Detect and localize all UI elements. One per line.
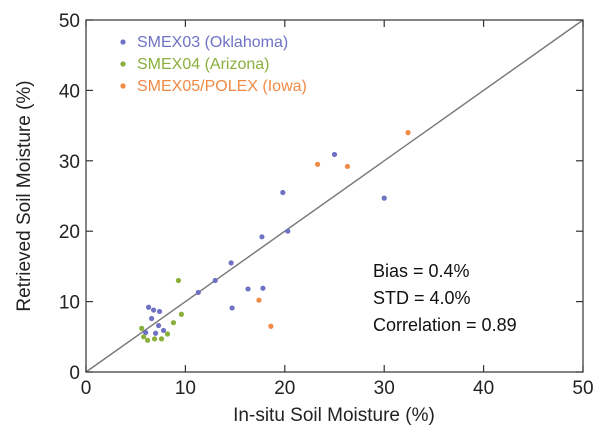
data-point-smex04: [151, 336, 158, 342]
data-point-smex03: [228, 260, 234, 266]
y-tick-label: 30: [59, 152, 80, 173]
one-to-one-line: [85, 19, 584, 373]
data-point-smex03: [285, 228, 291, 234]
y-tick-label: 10: [59, 293, 80, 314]
data-point-smex04: [141, 334, 147, 340]
data-point-smex03: [143, 329, 149, 336]
data-point-smex04: [178, 311, 185, 317]
data-point-smex03: [195, 289, 201, 296]
legend-label-smex05: SMEX05/POLEX (Iowa): [137, 78, 307, 95]
std-annotation: STD = 4.0%: [373, 288, 471, 308]
data-point-smex03: [149, 315, 155, 322]
data-point-smex03: [245, 286, 251, 292]
data-point-smex04: [164, 331, 171, 337]
x-tick-label: 30: [374, 378, 395, 399]
data-point-smex03: [280, 189, 286, 196]
data-point-smex05: [315, 161, 321, 167]
y-axis-title: Retrieved Soil Moisture (%): [14, 80, 35, 311]
data-point-smex03: [212, 277, 218, 284]
y-tick-label: 0: [69, 363, 80, 384]
y-tick-label: 20: [59, 222, 80, 243]
legend-marker-smex03: [120, 39, 126, 45]
data-point-smex03: [259, 234, 265, 240]
x-tick-label: 10: [175, 378, 196, 399]
legend: SMEX03 (Oklahoma) SMEX04 (Arizona) SMEX05/…: [120, 34, 307, 95]
data-point-smex03: [260, 285, 266, 291]
data-point-smex04: [175, 277, 182, 284]
data-point-smex04: [158, 336, 165, 342]
data-point-smex04: [139, 325, 145, 331]
y-tick-label: 40: [59, 81, 80, 102]
data-point-smex03: [160, 327, 167, 334]
data-point-smex03: [150, 307, 157, 313]
x-tick-label: 40: [473, 378, 494, 399]
legend-label-smex03: SMEX03 (Oklahoma): [137, 34, 288, 51]
x-tick-label: 50: [572, 378, 593, 399]
data-point-smex03: [156, 308, 163, 315]
data-point-smex05: [405, 130, 411, 136]
x-axis-title: In-situ Soil Moisture (%): [233, 405, 435, 426]
data-point-smex03: [229, 305, 235, 311]
x-tick-label: 20: [274, 378, 295, 399]
tick-labels: 0 10 20 30 40 50 0 10 20 30 40 50: [59, 11, 594, 399]
data-points: [139, 130, 411, 343]
data-point-smex03: [155, 322, 162, 329]
plot-frame: [85, 19, 584, 373]
data-point-smex03: [331, 151, 338, 158]
data-point-smex05: [268, 323, 274, 329]
data-point-smex05: [256, 297, 262, 303]
data-point-smex03: [152, 330, 159, 336]
data-point-smex04: [170, 320, 177, 326]
axis-ticks: [85, 19, 584, 373]
data-point-smex03: [381, 195, 387, 201]
data-point-smex05: [344, 163, 351, 170]
legend-marker-smex05: [120, 83, 126, 89]
x-tick-label: 0: [81, 378, 92, 399]
legend-label-smex04: SMEX04 (Arizona): [137, 56, 270, 73]
data-point-smex04: [145, 337, 151, 343]
legend-marker-smex04: [120, 61, 126, 67]
correlation-annotation: Correlation = 0.89: [373, 315, 517, 335]
data-point-smex03: [146, 304, 152, 310]
bias-annotation: Bias = 0.4%: [373, 261, 470, 281]
y-tick-label: 50: [59, 11, 80, 32]
